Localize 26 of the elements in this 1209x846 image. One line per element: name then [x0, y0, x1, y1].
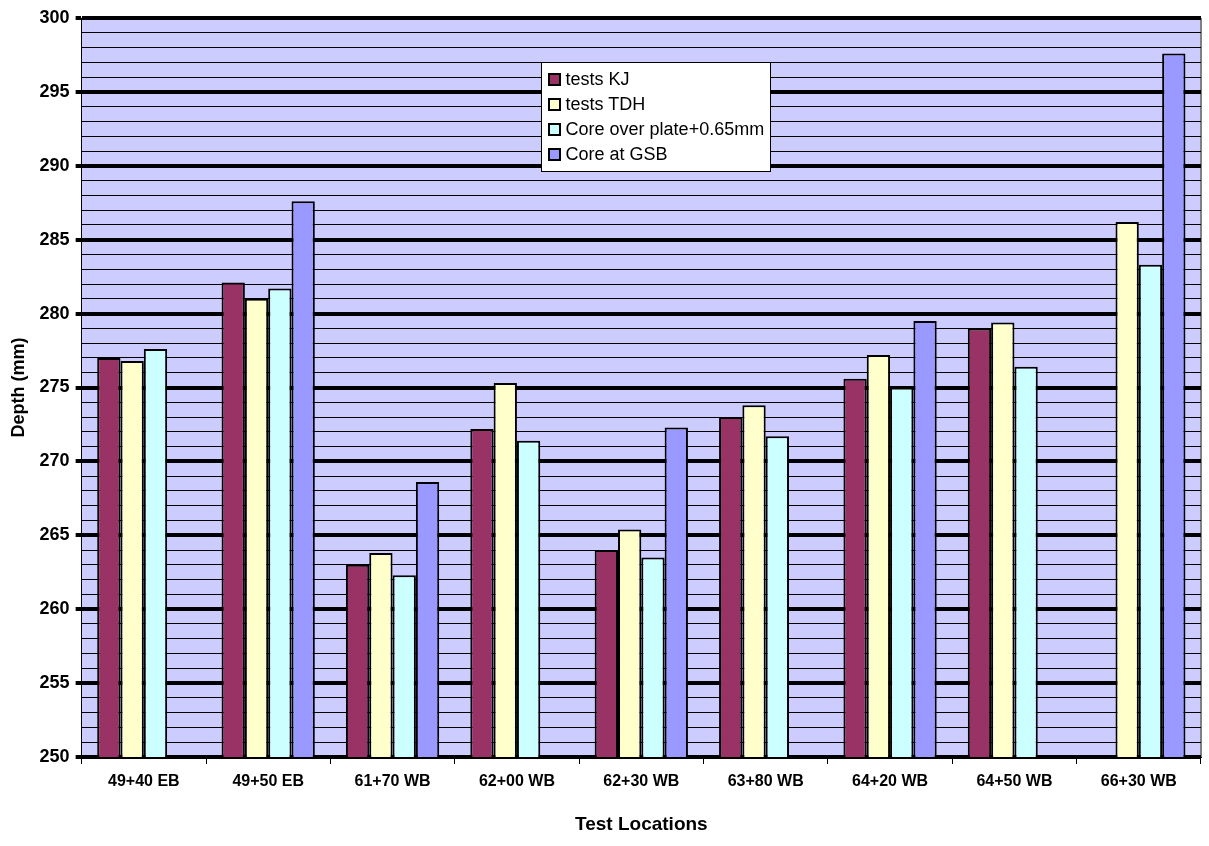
x-tick-label: 49+50 EB [232, 772, 304, 790]
y-tick-label: 285 [39, 228, 70, 249]
x-tick-label: 66+30 WB [1100, 772, 1177, 790]
x-tick-label: 49+40 EB [108, 772, 180, 790]
y-tick-label: 280 [39, 302, 70, 323]
x-tick-label: 61+70 WB [354, 772, 431, 790]
x-tick-label: 64+50 WB [976, 772, 1053, 790]
legend-label: Core over plate+0.65mm [565, 118, 765, 141]
y-tick-label: 265 [39, 524, 70, 545]
y-tick-label: 275 [39, 376, 70, 397]
legend-label: tests KJ [565, 68, 630, 91]
x-tick-label: 62+30 WB [603, 772, 680, 790]
y-tick-label: 295 [39, 80, 70, 101]
x-tick-label: 62+00 WB [478, 772, 555, 790]
legend-label: Core at GSB [565, 143, 668, 166]
y-tick-label: 250 [39, 745, 70, 766]
y-tick-label: 290 [39, 154, 70, 175]
y-tick-label: 270 [39, 450, 70, 471]
legend-label: tests TDH [565, 93, 646, 116]
y-tick-label: 300 [39, 6, 70, 27]
y-tick-label: 255 [39, 672, 70, 693]
x-tick-label: 63+80 WB [727, 772, 804, 790]
x-tick-label: 64+20 WB [852, 772, 929, 790]
x-axis-title: Test Locations [574, 812, 708, 834]
y-tick-label: 260 [39, 598, 70, 619]
y-axis-title: Depth (mm) [7, 337, 28, 438]
